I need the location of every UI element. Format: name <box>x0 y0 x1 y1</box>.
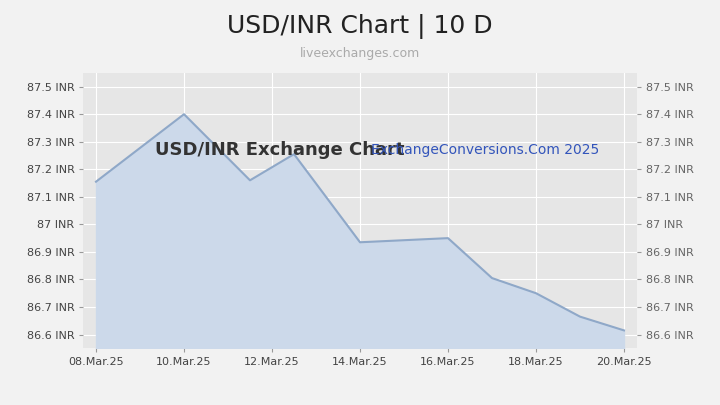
Text: liveexchanges.com: liveexchanges.com <box>300 47 420 60</box>
Text: USD/INR Chart | 10 D: USD/INR Chart | 10 D <box>228 14 492 39</box>
Text: ExchangeConversions.Com 2025: ExchangeConversions.Com 2025 <box>371 143 599 157</box>
Text: USD/INR Exchange Chart: USD/INR Exchange Chart <box>155 141 405 159</box>
